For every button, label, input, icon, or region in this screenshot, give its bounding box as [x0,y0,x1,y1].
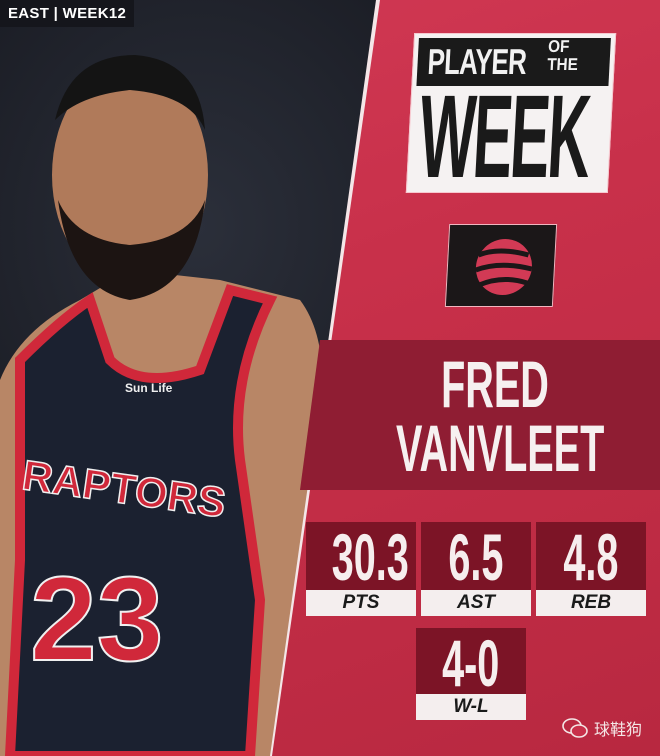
wechat-icon [562,718,588,738]
title-of: OF [547,37,570,56]
player-first-name: FRED [441,347,549,421]
sponsor-logo: Sun Life [125,381,173,395]
stat-value: 4.8 [563,520,619,594]
raptors-claw-basketball-logo-icon [475,239,533,295]
name-band [300,340,660,490]
stat-wl: 4-0 W-L [416,628,526,720]
watermark: 球鞋狗 [562,716,642,740]
player-of-the-week-title: PLAYER OF THE WEEK [405,33,617,203]
stat-pts: 30.3 PTS [306,522,416,616]
player-name: FRED VANVLEET [330,347,660,485]
stat-value: 4-0 [442,626,500,700]
stat-value: 6.5 [448,520,504,594]
team-logo [444,224,558,307]
stat-label: PTS [306,590,416,616]
conference-week-tag: EAST | WEEK12 [0,0,135,27]
player-last-name: VANVLEET [396,411,605,485]
jersey-number: 23 [30,552,163,686]
watermark-text: 球鞋狗 [594,722,643,739]
stat-label: W-L [416,694,526,720]
stat-ast: 6.5 AST [421,522,531,616]
stat-reb: 4.8 REB [536,522,646,616]
title-week: WEEK [416,71,593,203]
stat-label: REB [536,590,646,616]
stat-value: 30.3 [331,520,409,594]
stat-label: AST [421,590,531,616]
